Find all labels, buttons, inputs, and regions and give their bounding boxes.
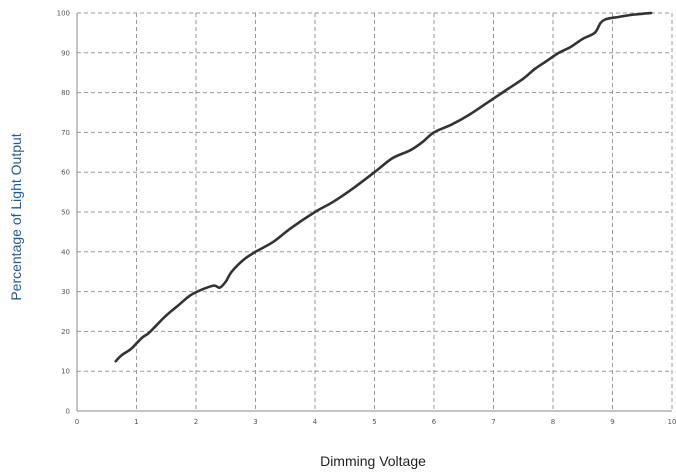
y-tick-label: 30 (61, 288, 70, 296)
y-tick-label: 40 (61, 248, 70, 256)
y-axis-label: Percentage of Light Output (8, 133, 24, 300)
y-tick-label: 90 (61, 49, 70, 57)
x-tick-label: 0 (75, 418, 79, 426)
x-tick-label: 4 (313, 418, 318, 426)
y-tick-label: 70 (61, 129, 70, 137)
x-tick-label: 3 (253, 418, 257, 426)
x-tick-label: 6 (432, 418, 437, 426)
x-axis-label: Dimming Voltage (320, 453, 426, 469)
x-tick-label: 9 (610, 418, 614, 426)
series-group (114, 11, 653, 363)
y-tick-label: 0 (66, 408, 70, 416)
series-line (114, 11, 653, 363)
y-tick-label: 10 (61, 368, 70, 376)
x-tick-label: 2 (194, 418, 198, 426)
y-tick-label: 60 (61, 169, 70, 177)
x-tick-label: 7 (491, 418, 495, 426)
axes (76, 13, 672, 412)
y-tick-label: 100 (57, 10, 70, 18)
x-tick-labels: 0 1 2 3 4 5 6 7 8 9 10 (75, 418, 676, 426)
y-tick-label: 50 (61, 209, 70, 217)
x-tick-label: 5 (372, 418, 376, 426)
y-tick-label: 20 (61, 328, 70, 336)
x-tick-label: 1 (134, 418, 138, 426)
x-tick-label: 10 (668, 418, 676, 426)
x-tick-label: 8 (551, 418, 555, 426)
y-tick-labels: 0 10 20 30 40 50 60 70 80 90 100 (57, 10, 70, 416)
y-tick-label: 80 (61, 89, 70, 97)
